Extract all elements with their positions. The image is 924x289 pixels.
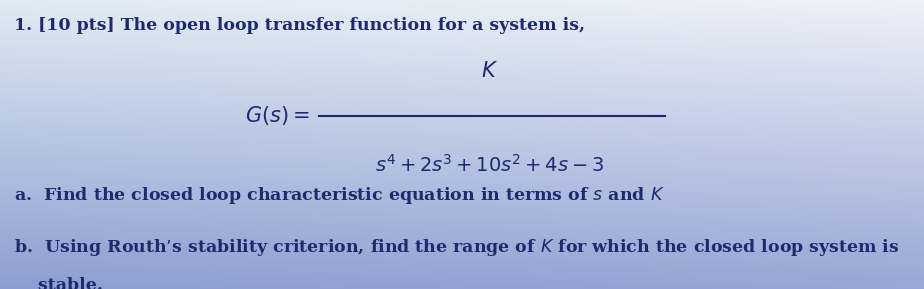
Text: b.  Using Routh’s stability criterion, find the range of $K$ for which the close: b. Using Routh’s stability criterion, fi… xyxy=(14,237,899,258)
Text: $K$: $K$ xyxy=(481,61,498,81)
Text: $G(s) =$: $G(s) =$ xyxy=(245,104,310,127)
Text: 1. [10 pts] The open loop transfer function for a system is,: 1. [10 pts] The open loop transfer funct… xyxy=(14,17,585,34)
Text: stable.: stable. xyxy=(14,277,103,289)
Text: a.  Find the closed loop characteristic equation in terms of $s$ and $K$: a. Find the closed loop characteristic e… xyxy=(14,185,664,206)
Text: $s^4 + 2s^3 + 10s^2 + 4s - 3$: $s^4 + 2s^3 + 10s^2 + 4s - 3$ xyxy=(375,154,604,176)
